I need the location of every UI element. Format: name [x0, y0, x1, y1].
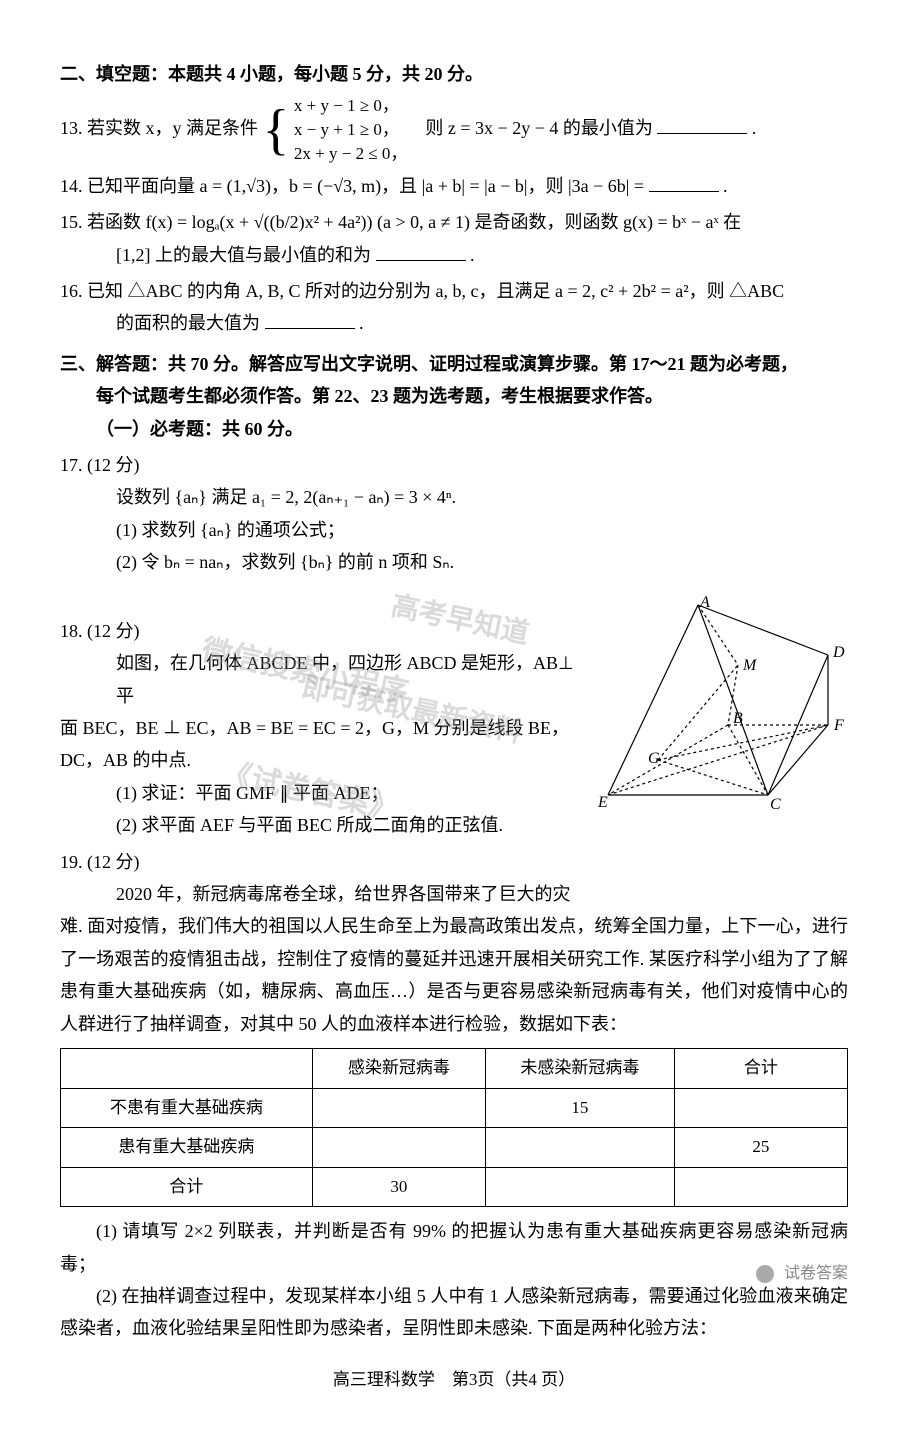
section-3-header: 三、解答题：共 70 分。解答应写出文字说明、证明过程或演算步骤。第 17～21…	[60, 348, 848, 445]
section3-h1: 三、解答题：共 70 分。解答应写出文字说明、证明过程或演算步骤。第 17～21…	[60, 354, 798, 374]
geometry-figure: A D M B F G E C	[588, 595, 848, 815]
table-cell: 感染新冠病毒	[312, 1048, 485, 1088]
table-cell	[485, 1167, 674, 1207]
q16-line2: 的面积的最大值为	[116, 313, 260, 333]
q13-post: 则 z = 3x − 2y − 4 的最小值为	[425, 118, 652, 138]
q17-line1: 设数列 {aₙ} 满足 a₁ = 2, 2(aₙ₊₁ − aₙ) = 3 × 4…	[60, 481, 848, 513]
q15-period: .	[470, 245, 475, 265]
blank-field	[376, 242, 466, 261]
q19-para2: 难. 面对疫情，我们伟大的祖国以人民生命至上为最高政策出发点，统筹全国力量，上下…	[60, 910, 848, 1040]
table-cell: 合计	[674, 1048, 847, 1088]
page-footer: 高三理科数学 第3页（共4 页）	[60, 1365, 848, 1396]
table-cell	[312, 1088, 485, 1128]
table-row: 患有重大基础疾病 25	[61, 1128, 848, 1168]
q16-num: 16.	[60, 281, 83, 301]
q19-para1: 2020 年，新冠病毒席卷全球，给世界各国带来了巨大的灾	[60, 878, 848, 910]
table-cell	[485, 1128, 674, 1168]
question-14: 14. 已知平面向量 a = (1,√3)，b = (−√3, m)，且 |a …	[60, 170, 848, 202]
q17-part2: (2) 令 bₙ = naₙ，求数列 {bₙ} 的前 n 项和 Sₙ.	[60, 546, 848, 578]
q13-cond3: 2x + y − 2 ≤ 0，	[294, 142, 408, 166]
question-15: 15. 若函数 f(x) = logₐ(x + √((b/2)x² + 4a²)…	[60, 206, 848, 271]
label-G: G	[648, 750, 660, 767]
question-13: 13. 若实数 x，y 满足条件 { x + y − 1 ≥ 0， x − y …	[60, 94, 848, 165]
q19-points: (12 分)	[87, 852, 140, 872]
table-cell: 患有重大基础疾病	[61, 1128, 313, 1168]
table-cell: 未感染新冠病毒	[485, 1048, 674, 1088]
q18-num: 18.	[60, 621, 83, 641]
q15-line2: [1,2] 上的最大值与最小值的和为	[116, 245, 371, 265]
q17-points: (12 分)	[87, 455, 140, 475]
q16-text: 已知 △ABC 的内角 A, B, C 所对的边分别为 a, b, c，且满足 …	[87, 281, 784, 301]
question-18: 高考早知道 微信搜索小程序 即可获取最新资料 《试卷答案》 A D M B	[60, 615, 848, 842]
q13-num: 13.	[60, 118, 83, 138]
table-row: 感染新冠病毒 未感染新冠病毒 合计	[61, 1048, 848, 1088]
q14-num: 14.	[60, 176, 83, 196]
q15-text: 若函数 f(x) = logₐ(x + √((b/2)x² + 4a²)) (a…	[87, 212, 741, 232]
table-cell	[61, 1048, 313, 1088]
watermark-label: 试卷答案	[784, 1265, 848, 1282]
q15-num: 15.	[60, 212, 83, 232]
label-F: F	[833, 717, 844, 734]
table-row: 不患有重大基础疾病 15	[61, 1088, 848, 1128]
q16-period: .	[359, 313, 364, 333]
q17-part1: (1) 求数列 {aₙ} 的通项公式；	[60, 514, 848, 546]
table-cell: 30	[312, 1167, 485, 1207]
table-row: 合计 30	[61, 1167, 848, 1207]
watermark-icon: 试卷答案	[756, 1260, 848, 1289]
label-M: M	[742, 657, 758, 674]
q14-period: .	[723, 176, 728, 196]
q19-part2: (2) 在抽样调查过程中，发现某样本小组 5 人中有 1 人感染新冠病毒，需要通…	[60, 1280, 848, 1345]
table-cell: 25	[674, 1128, 847, 1168]
q19-num: 19.	[60, 852, 83, 872]
table-cell: 15	[485, 1088, 674, 1128]
blank-field	[649, 173, 719, 192]
q19-part1: (1) 请填写 2×2 列联表，并判断是否有 99% 的把握认为患有重大基础疾病…	[60, 1215, 848, 1280]
section3-h2: 每个试题考生都必须作答。第 22、23 题为选考题，考生根据要求作答。	[60, 380, 848, 412]
table-cell	[674, 1167, 847, 1207]
q13-period: .	[752, 118, 757, 138]
q17-num: 17.	[60, 455, 83, 475]
blank-field	[265, 310, 355, 329]
contingency-table: 感染新冠病毒 未感染新冠病毒 合计 不患有重大基础疾病 15 患有重大基础疾病 …	[60, 1048, 848, 1207]
section3-sub: （一）必考题：共 60 分。	[60, 413, 848, 445]
table-cell	[674, 1088, 847, 1128]
label-C: C	[770, 796, 781, 813]
label-D: D	[832, 644, 845, 661]
label-A: A	[699, 595, 710, 611]
table-cell	[312, 1128, 485, 1168]
q13-cond2: x − y + 1 ≥ 0，	[294, 118, 408, 142]
question-16: 16. 已知 △ABC 的内角 A, B, C 所对的边分别为 a, b, c，…	[60, 275, 848, 340]
question-17: 17. (12 分) 设数列 {aₙ} 满足 a₁ = 2, 2(aₙ₊₁ − …	[60, 449, 848, 579]
blank-field	[657, 115, 747, 134]
q14-text: 已知平面向量 a = (1,√3)，b = (−√3, m)，且 |a + b|…	[87, 176, 644, 196]
label-B: B	[733, 710, 743, 727]
table-cell: 合计	[61, 1167, 313, 1207]
section-2-header: 二、填空题：本题共 4 小题，每小题 5 分，共 20 分。	[60, 58, 848, 90]
table-cell: 不患有重大基础疾病	[61, 1088, 313, 1128]
q18-points: (12 分)	[87, 621, 140, 641]
brace-icon: { x + y − 1 ≥ 0， x − y + 1 ≥ 0， 2x + y −…	[263, 94, 408, 165]
question-19: 19. (12 分) 2020 年，新冠病毒席卷全球，给世界各国带来了巨大的灾 …	[60, 846, 848, 1345]
q13-cond1: x + y − 1 ≥ 0，	[294, 94, 408, 118]
q13-pre: 若实数 x，y 满足条件	[87, 118, 258, 138]
label-E: E	[597, 794, 608, 811]
